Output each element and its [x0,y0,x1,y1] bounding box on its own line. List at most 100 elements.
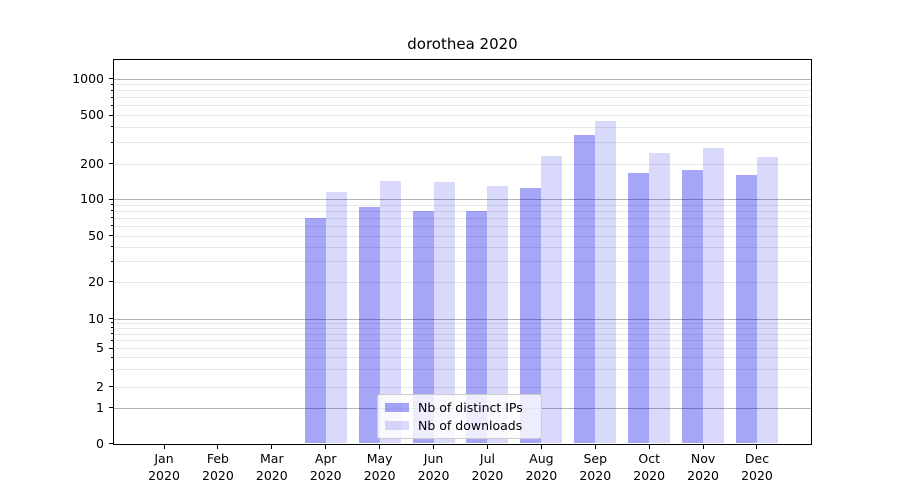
legend-label-downloads: Nb of downloads [418,417,523,433]
bar-distinct-ips-jun-2020 [412,211,434,444]
y-minor-tick-mark [111,246,114,248]
y-tick-mark [109,318,114,319]
y-minor-tick-mark [111,114,114,116]
legend-item-distinct-ips: Nb of distinct IPs [385,399,533,417]
y-minor-tick-mark [111,83,114,85]
x-tick-label: Nov 2020 [687,451,719,483]
gridline-minor [114,327,811,329]
gridline-minor [114,281,811,283]
gridline-minor [114,97,811,99]
bar-downloads-aug-2020 [541,156,563,444]
x-tick-label: Jan 2020 [148,451,180,483]
gridline-minor [114,115,811,116]
x-tick-mark [163,445,165,449]
y-minor-tick-mark [111,386,114,387]
y-minor-tick-mark [111,356,114,358]
x-tick-mark [540,445,542,449]
x-tick-mark [702,445,704,449]
gridline-minor [114,163,811,165]
x-tick-label: Feb 2020 [202,451,234,483]
bar-distinct-ips-apr-2020 [304,217,326,444]
y-minor-tick-mark [111,126,114,128]
bar-downloads-dec-2020 [756,157,778,444]
x-tick-label: Oct 2020 [633,451,666,483]
legend-swatch-downloads [385,420,409,430]
y-minor-tick-mark [111,89,114,91]
gridline-minor [114,333,811,335]
x-tick-mark [217,445,219,449]
gridline-minor [114,369,811,371]
bar-downloads-jul-2020 [487,185,509,444]
gridline-minor [114,204,811,206]
bar-downloads-nov-2020 [703,148,725,444]
y-tick-label: 1 [96,399,104,415]
y-minor-tick-mark [111,141,114,143]
legend-swatch-distinct-ips [385,403,409,413]
y-tick-label: 20 [88,273,104,289]
gridline-minor [114,84,811,86]
y-minor-tick-mark [111,163,114,164]
bar-downloads-oct-2020 [649,152,671,444]
legend: Nb of distinct IPs Nb of downloads [377,394,542,439]
x-tick-label: Aug 2020 [525,451,558,483]
bar-distinct-ips-sep-2020 [574,134,596,444]
y-tick-label: 500 [80,107,104,122]
bar-downloads-may-2020 [379,181,401,444]
y-minor-tick-mark [111,204,114,206]
bar-distinct-ips-dec-2020 [735,174,757,444]
y-minor-tick-mark [111,217,114,219]
legend-label-distinct-ips: Nb of distinct IPs [418,400,523,416]
y-minor-tick-mark [111,225,114,227]
x-tick-mark [594,445,596,449]
gridline-minor [114,246,811,248]
y-minor-tick-mark [111,322,114,324]
y-tick-label: 200 [80,155,104,171]
y-tick-label: 50 [88,227,104,243]
bar-downloads-sep-2020 [595,120,617,444]
gridline-minor [114,142,811,144]
bar-distinct-ips-may-2020 [358,206,380,444]
gridline-minor [114,386,811,388]
y-minor-tick-mark [111,333,114,335]
x-tick-mark [648,445,650,449]
y-minor-tick-mark [111,339,114,341]
y-tick-label: 0 [96,435,104,451]
x-tick-mark [325,445,327,449]
bar-distinct-ips-aug-2020 [520,187,542,444]
chart-title: dorothea 2020 [407,35,518,53]
x-tick-label: Dec 2020 [741,451,773,483]
y-tick-label: 2 [96,378,104,394]
y-minor-tick-mark [111,281,114,282]
bar-distinct-ips-nov-2020 [682,170,704,444]
gridline-major [114,78,811,80]
bar-downloads-jun-2020 [433,182,455,444]
bar-downloads-apr-2020 [325,191,347,444]
y-tick-label: 1000 [72,70,104,86]
y-tick-mark [109,407,114,408]
plot-area [114,60,811,444]
gridline-minor [114,90,811,92]
bar-distinct-ips-oct-2020 [628,173,650,444]
x-tick-mark [433,445,435,449]
gridline-minor [114,322,811,324]
y-minor-tick-mark [111,260,114,262]
y-tick-label: 10 [88,310,104,326]
y-tick-mark [109,443,114,444]
gridline-major [114,199,811,200]
y-minor-tick-mark [111,368,114,370]
x-tick-mark [756,445,758,449]
x-tick-label: Jul 2020 [471,451,504,483]
gridline-minor [114,225,811,227]
y-tick-mark [109,78,114,79]
gridline-minor [114,210,811,212]
x-tick-label: Jun 2020 [417,451,450,483]
x-tick-label: May 2020 [363,451,396,483]
x-tick-mark [486,445,488,449]
y-minor-tick-mark [111,96,114,98]
x-tick-mark [379,445,381,449]
gridline-minor [114,261,811,263]
y-minor-tick-mark [111,210,114,212]
gridline-minor [114,348,811,349]
y-minor-tick-mark [111,347,114,349]
